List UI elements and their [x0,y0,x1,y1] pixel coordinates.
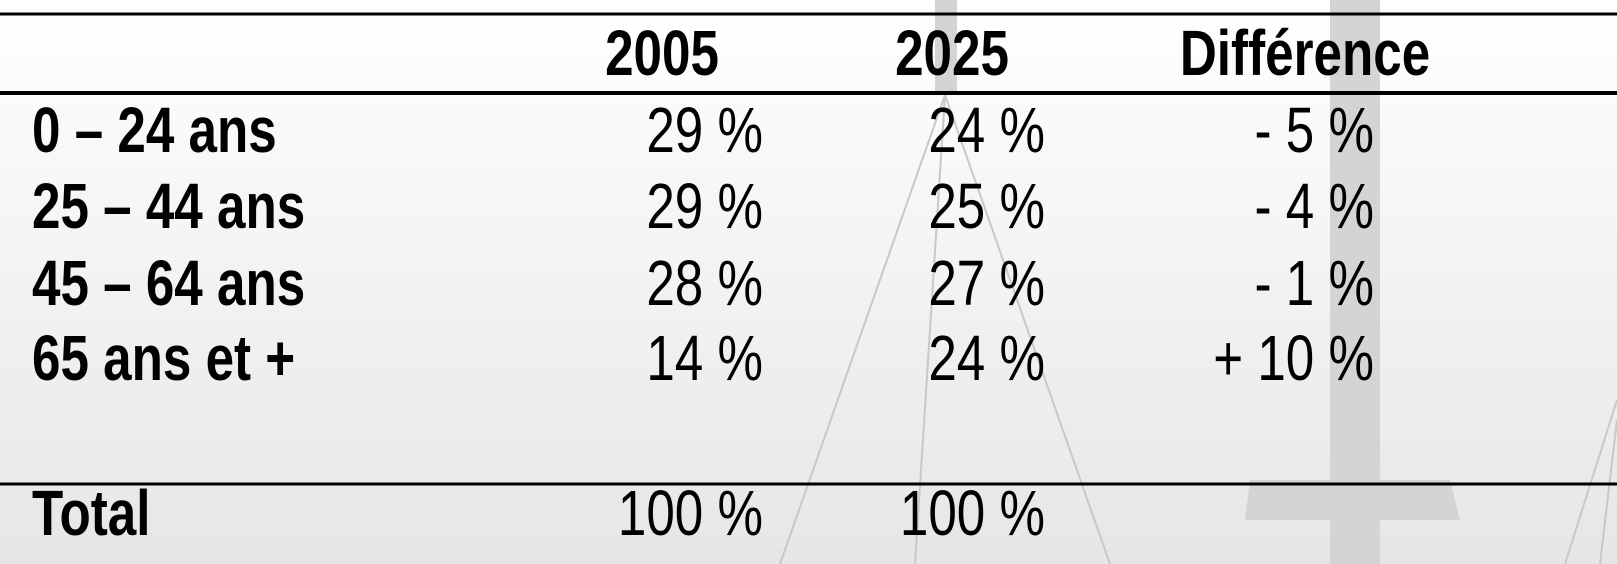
cell-value: - 1 % [1255,249,1374,320]
cell-value: 29 % [646,96,763,167]
cell-value: 28 % [646,249,763,320]
column-header: 2005 [605,19,719,90]
cell-value: + 10 % [1213,324,1374,395]
column-header: Différence [1180,19,1430,90]
cell-value: 25 % [928,172,1045,243]
cell-value: 27 % [928,249,1045,320]
cell-value: 24 % [928,324,1045,395]
column-header: 2025 [895,19,1009,90]
slide-table: 2005 2025 Différence 0 – 24 ans 29 % 24 % - 5 … [0,0,1617,564]
total-value: 100 % [618,479,763,550]
row-label: 0 – 24 ans [32,96,277,167]
cell-value: 29 % [646,172,763,243]
row-label: 25 – 44 ans [32,172,305,243]
total-label: Total [32,479,150,550]
cell-value: 24 % [928,96,1045,167]
cell-value: 14 % [646,324,763,395]
cell-value: - 4 % [1255,172,1374,243]
total-value: 100 % [900,479,1045,550]
row-label: 65 ans et + [32,324,295,395]
cell-value: - 5 % [1255,96,1374,167]
row-label: 45 – 64 ans [32,249,305,320]
